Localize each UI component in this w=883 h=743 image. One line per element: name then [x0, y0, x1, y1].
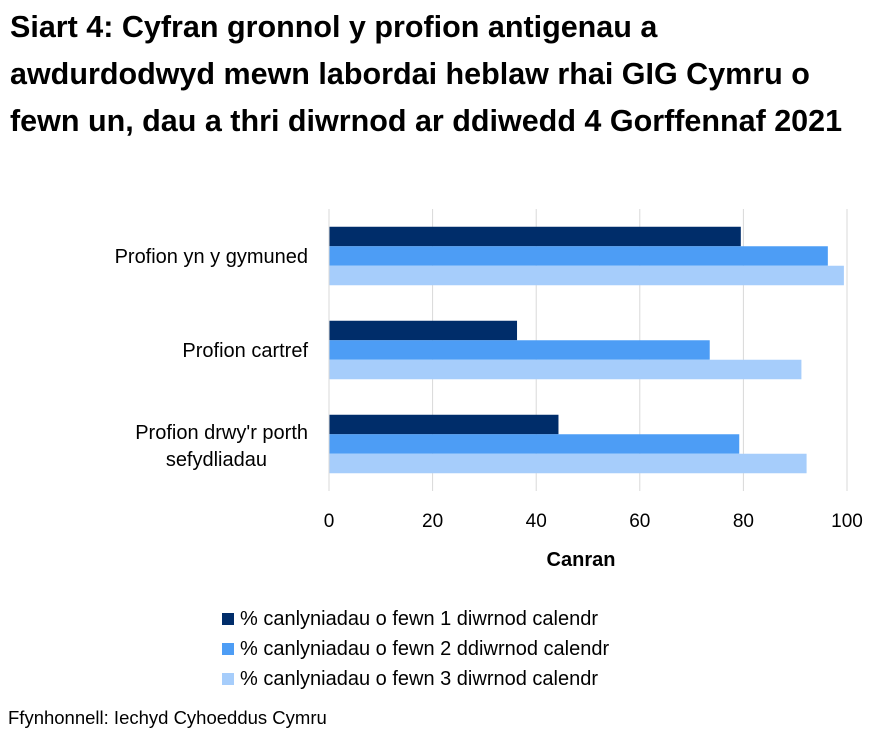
x-tick-label-40: 40	[526, 511, 547, 532]
bar-2-series-3	[329, 359, 802, 380]
x-tick-label-20: 20	[422, 511, 443, 532]
x-tick-label-60: 60	[629, 511, 650, 532]
bar-1-series-1	[329, 226, 741, 247]
x-tick-label-100: 100	[831, 511, 863, 532]
category-label-1: Profion yn y gymuned	[115, 246, 308, 268]
legend-item-1: % canlyniadau o fewn 1 diwrnod calendr	[222, 604, 609, 634]
bar-1-series-2	[329, 246, 828, 266]
category-labels: Profion yn y gymuned Profion cartref Profi…	[115, 246, 309, 471]
x-tick-label-80: 80	[733, 511, 754, 532]
category-label-3: Profion drwy'r porth sefydliadau	[135, 422, 308, 471]
bar-2-series-2	[329, 340, 710, 360]
legend-item-3: % canlyniadau o fewn 3 diwrnod calendr	[222, 664, 609, 694]
legend-item-2: % canlyniadau o fewn 2 ddiwrnod calendr	[222, 634, 609, 664]
x-tick-label-0: 0	[324, 511, 335, 532]
bar-3-series-2	[329, 434, 740, 454]
legend-label-3: % canlyniadau o fewn 3 diwrnod calendr	[240, 667, 598, 690]
legend-label-2: % canlyniadau o fewn 2 ddiwrnod calendr	[240, 637, 610, 660]
chart-title: Siart 4: Cyfran gronnol y profion antige…	[10, 10, 843, 138]
bar-1-series-3	[329, 265, 844, 286]
legend: % canlyniadau o fewn 1 diwrnod calendr %…	[222, 604, 609, 694]
legend-swatch-3	[222, 673, 234, 685]
bar-2-series-1	[329, 320, 518, 341]
legend-swatch-1	[222, 613, 234, 625]
source-note: Ffynhonnell: Iechyd Cyhoeddus Cymru	[8, 707, 327, 728]
category-label-2: Profion cartref	[182, 340, 308, 362]
legend-swatch-2	[222, 643, 234, 655]
bar-3-series-1	[329, 414, 559, 435]
x-axis-title: Canran	[547, 549, 616, 571]
tick-labels: 0 20 40 60 80 100	[324, 511, 863, 532]
bar-3-series-3	[329, 453, 807, 474]
bar-chart: Profion yn y gymuned Profion cartref Profi…	[115, 209, 863, 571]
bars	[329, 226, 844, 474]
legend-label-1: % canlyniadau o fewn 1 diwrnod calendr	[240, 607, 598, 630]
